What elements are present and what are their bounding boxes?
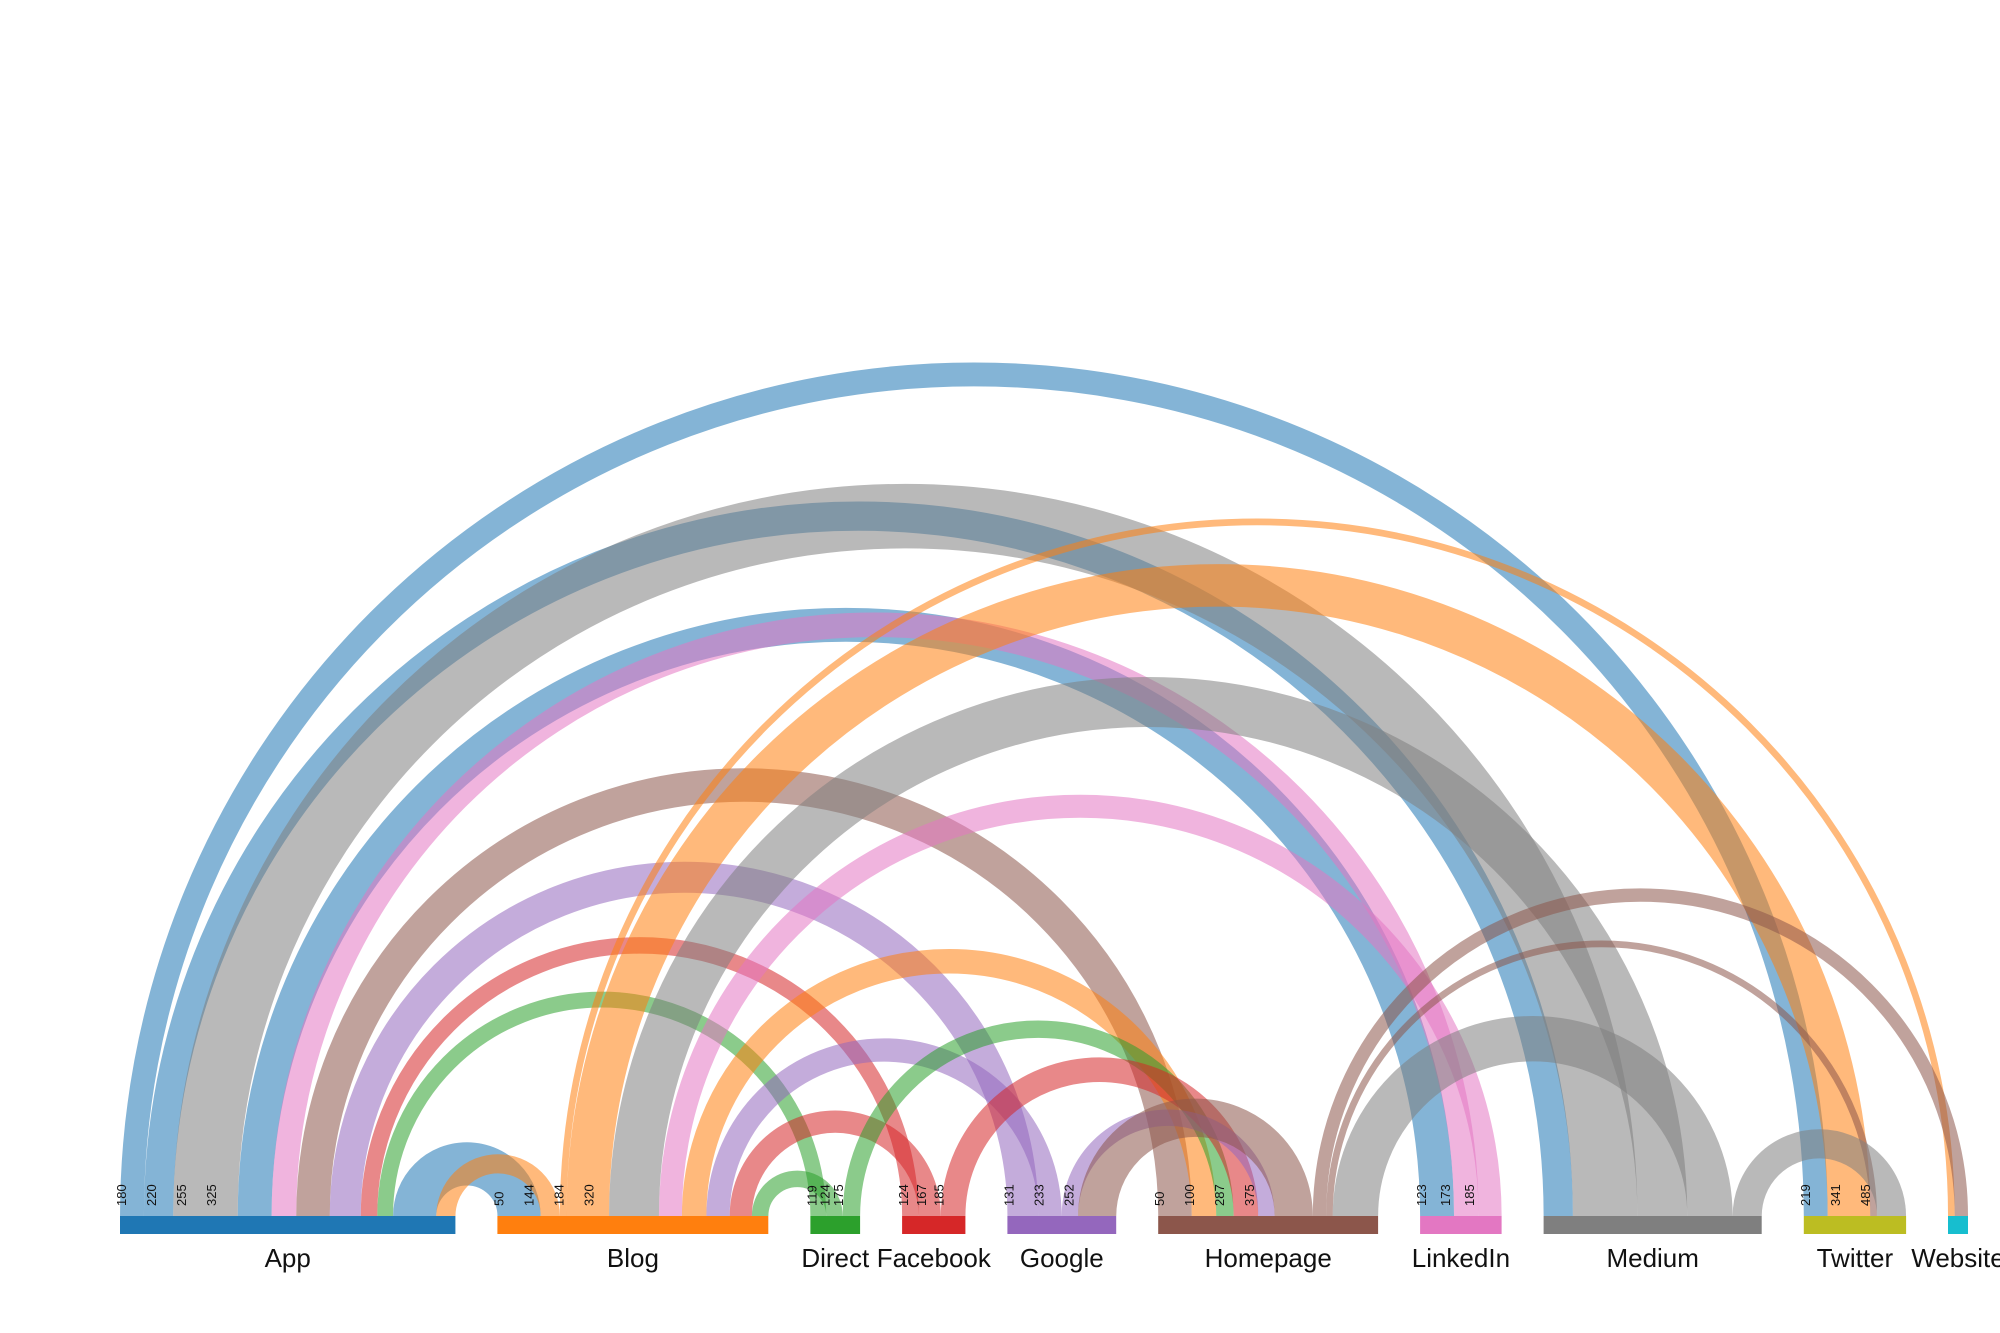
tick-label-facebook-2: 185 xyxy=(932,1184,947,1206)
tick-label-app-0: 180 xyxy=(114,1184,129,1206)
tick-label-homepage-2: 287 xyxy=(1212,1184,1227,1206)
node-bar-homepage xyxy=(1158,1216,1379,1234)
node-label-linkedin: LinkedIn xyxy=(1412,1243,1510,1273)
node-label-google: Google xyxy=(1020,1243,1104,1273)
tick-label-twitter-0: 219 xyxy=(1798,1184,1813,1206)
tick-label-homepage-1: 100 xyxy=(1182,1184,1197,1206)
tick-label-google-0: 131 xyxy=(1001,1184,1016,1206)
tick-label-app-3: 325 xyxy=(204,1184,219,1206)
tick-label-linkedin-2: 185 xyxy=(1462,1184,1477,1206)
arc-linkedin-blog xyxy=(658,794,1502,1217)
tick-label-twitter-1: 341 xyxy=(1828,1184,1843,1206)
tick-label-google-2: 252 xyxy=(1061,1184,1076,1206)
tick-label-homepage-0: 50 xyxy=(1152,1192,1167,1206)
node-label-medium: Medium xyxy=(1606,1243,1698,1273)
tick-label-facebook-0: 124 xyxy=(896,1184,911,1206)
node-label-blog: Blog xyxy=(607,1243,659,1273)
arc-linkedin-app xyxy=(271,612,1479,1217)
node-label-facebook: Facebook xyxy=(877,1243,992,1273)
tick-label-app-1: 220 xyxy=(144,1184,159,1206)
tick-label-app-2: 255 xyxy=(174,1184,189,1206)
tick-label-linkedin-0: 123 xyxy=(1414,1184,1429,1206)
tick-label-homepage-3: 375 xyxy=(1242,1184,1257,1206)
node-bar-facebook xyxy=(902,1216,966,1234)
node-labels-group: App Blog Direct Facebook Google Homepage Linke… xyxy=(265,1243,2000,1273)
arc-facebook-blog xyxy=(729,1110,941,1217)
node-bar-medium xyxy=(1543,1216,1762,1234)
node-bar-website xyxy=(1948,1216,1968,1234)
arc-medium-twitter xyxy=(1732,1129,1907,1217)
tick-label-twitter-2: 485 xyxy=(1858,1184,1873,1206)
tick-label-blog-3: 320 xyxy=(581,1184,596,1206)
arc-google-blog xyxy=(706,1038,1062,1217)
node-label-app: App xyxy=(265,1243,311,1273)
tick-label-blog-1: 144 xyxy=(521,1184,536,1206)
arc-medium-homepage xyxy=(1332,1016,1733,1217)
arc-homepage-google xyxy=(1078,1098,1313,1217)
node-bar-blog xyxy=(497,1216,769,1234)
node-label-homepage: Homepage xyxy=(1205,1243,1332,1273)
arc-blog-app xyxy=(436,1154,560,1217)
tick-label-direct-2: 175 xyxy=(831,1184,846,1206)
arc-blog-twitter xyxy=(566,564,1871,1217)
tick-label-google-1: 233 xyxy=(1031,1184,1046,1206)
links-group xyxy=(132,362,1968,1217)
tick-label-direct-0: 119 xyxy=(804,1185,819,1206)
arc-direct-app xyxy=(377,991,827,1217)
node-bar-direct xyxy=(810,1216,861,1234)
node-bar-google xyxy=(1007,1216,1117,1234)
tick-label-blog-0: 50 xyxy=(491,1192,506,1206)
tick-label-blog-2: 184 xyxy=(551,1184,566,1206)
tick-label-facebook-1: 167 xyxy=(914,1184,929,1206)
tick-label-direct-1: 124 xyxy=(818,1184,833,1206)
node-label-twitter: Twitter xyxy=(1817,1243,1894,1273)
node-bar-twitter xyxy=(1803,1216,1907,1234)
arc-direct-blog xyxy=(751,1170,843,1217)
arc-homepage-website xyxy=(1312,888,1968,1217)
node-label-direct: Direct xyxy=(801,1243,870,1273)
node-bar-linkedin xyxy=(1420,1216,1502,1234)
nodes-group xyxy=(120,1216,1968,1234)
tick-label-linkedin-1: 173 xyxy=(1438,1184,1453,1206)
node-bar-app xyxy=(120,1216,456,1234)
node-label-website: Website xyxy=(1911,1243,2000,1273)
